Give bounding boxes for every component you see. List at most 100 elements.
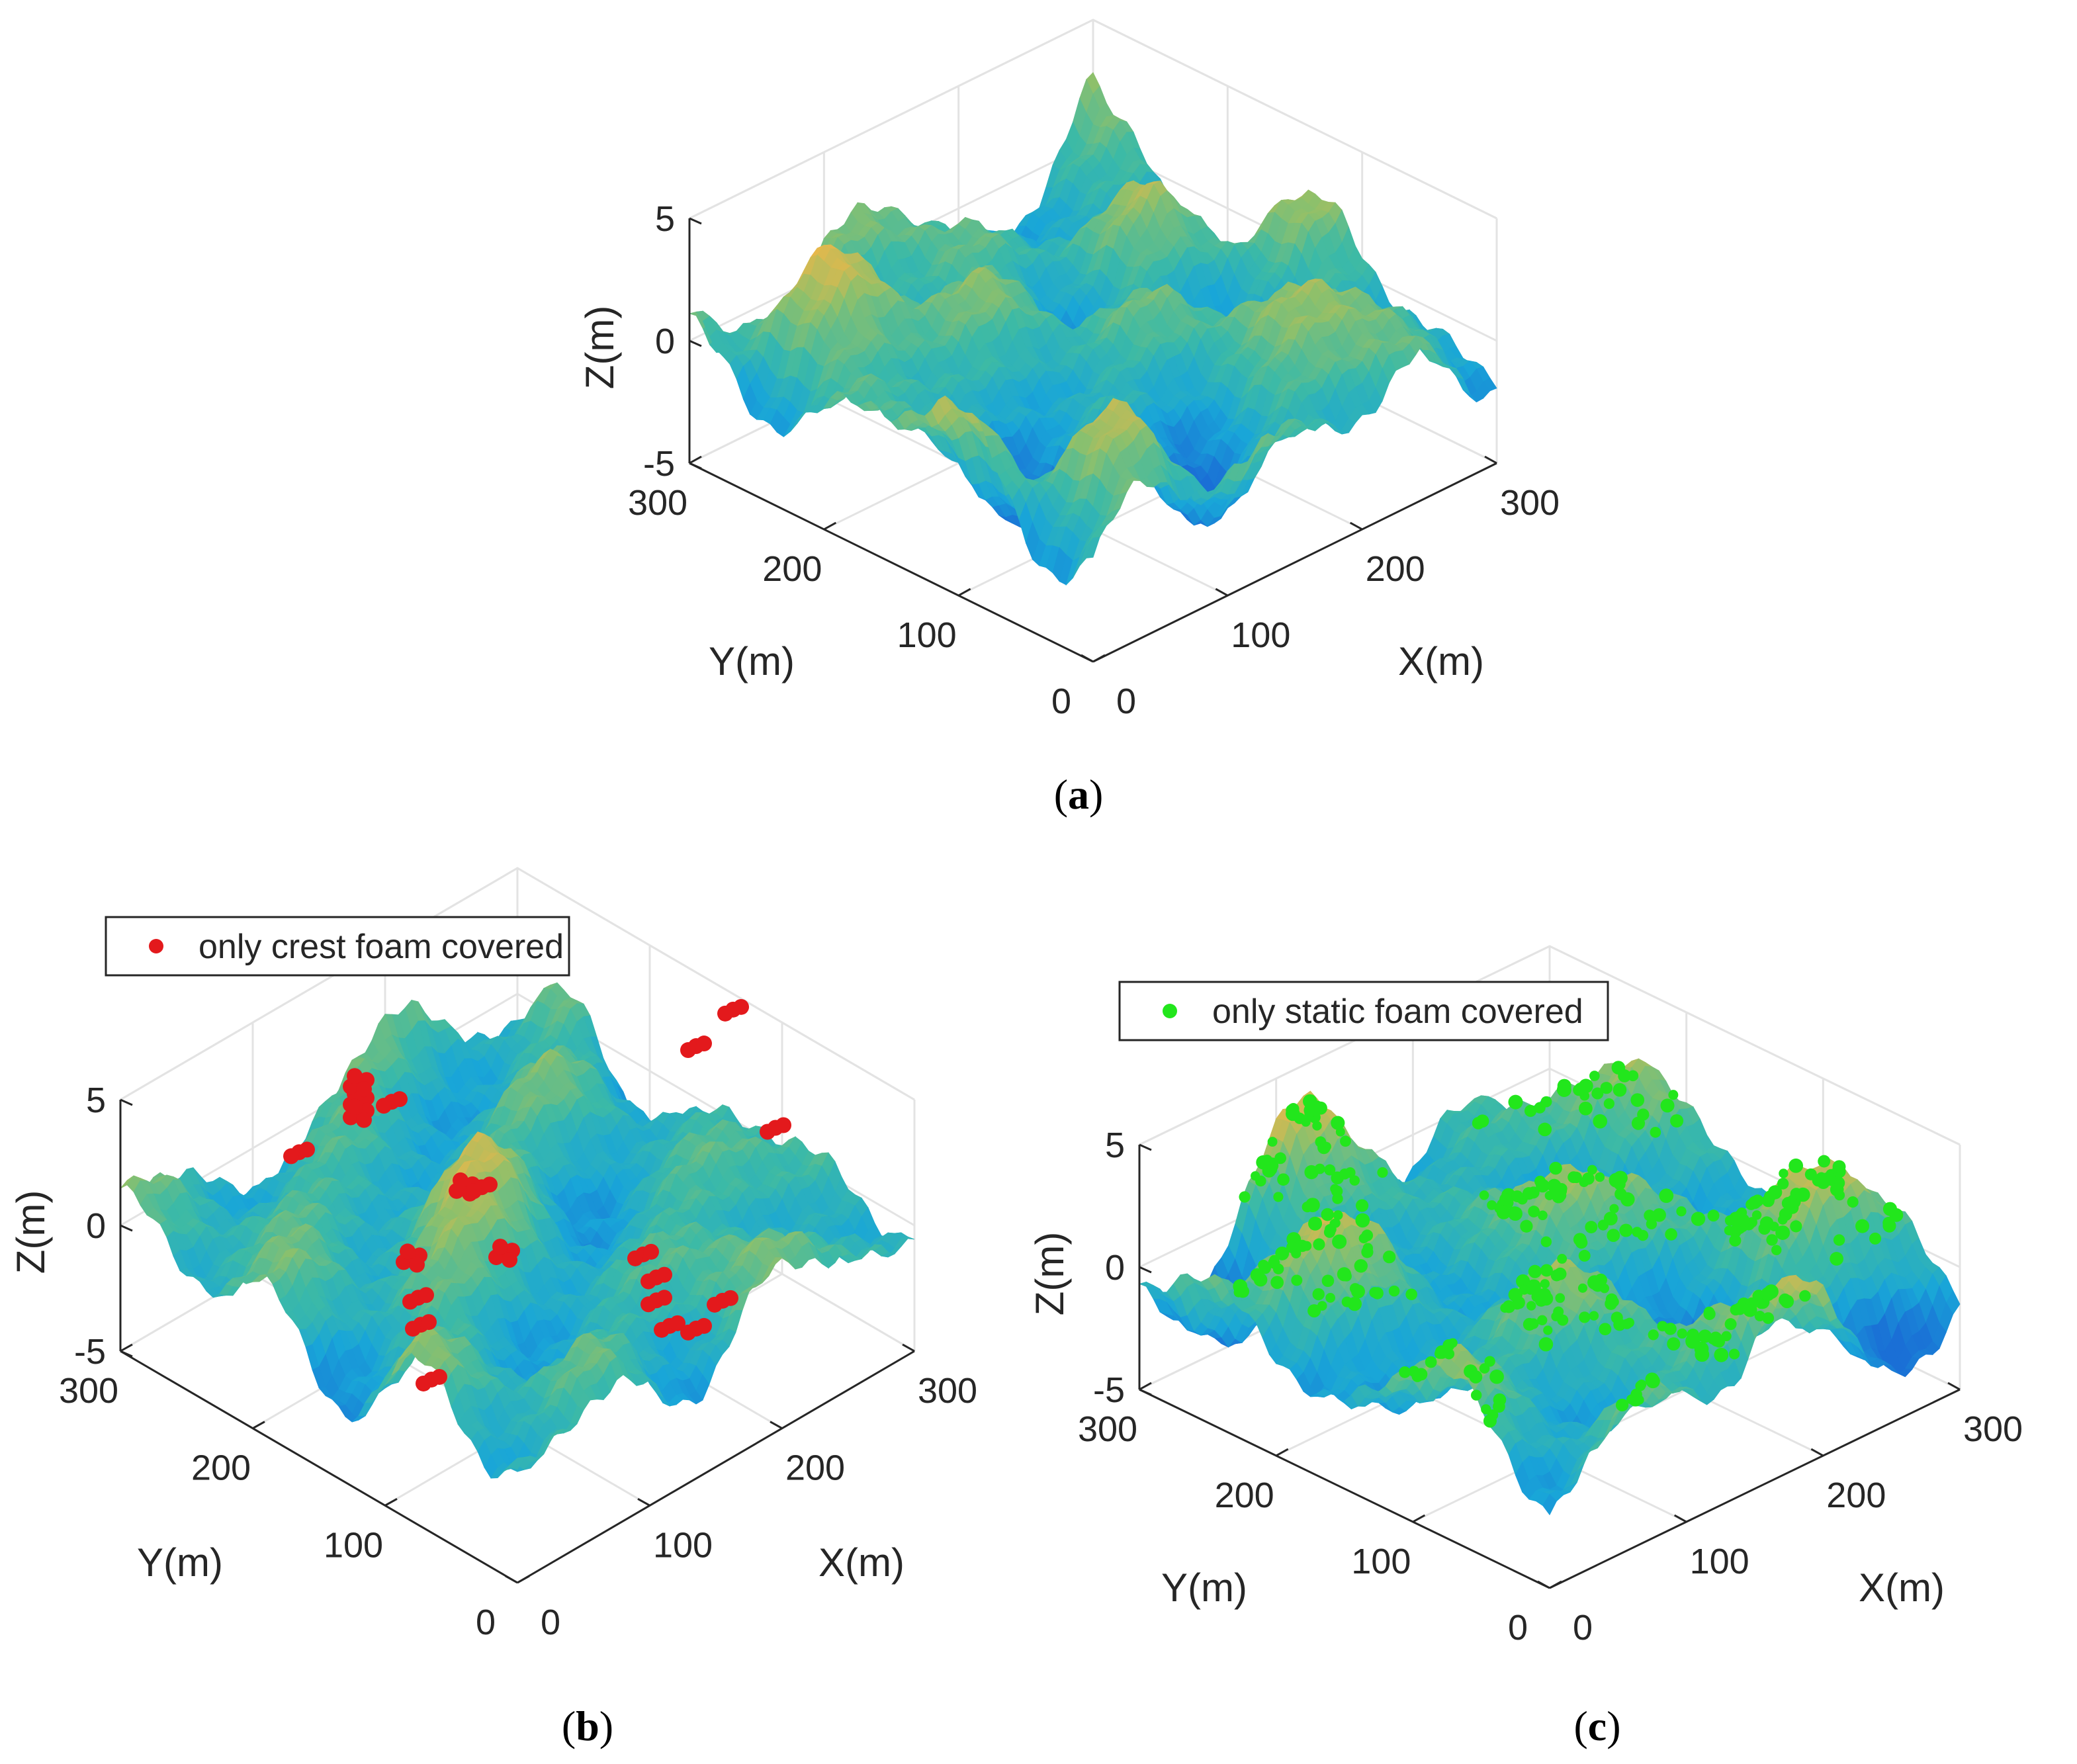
foam-marker <box>1540 1236 1552 1247</box>
foam-marker <box>1585 1221 1598 1233</box>
foam-marker <box>1578 1249 1591 1262</box>
foam-marker <box>1448 1338 1458 1348</box>
surface <box>120 982 915 1479</box>
y-tick-label: 300 <box>628 483 687 523</box>
crest-foam-marker <box>641 1273 656 1290</box>
foam-marker <box>1331 1218 1341 1228</box>
foam-marker <box>1304 1103 1318 1118</box>
z-tick-label: 5 <box>655 199 675 239</box>
foam-marker <box>1362 1243 1373 1253</box>
foam-marker <box>1471 1389 1482 1401</box>
foam-marker <box>1277 1173 1290 1186</box>
foam-marker <box>1324 1164 1336 1176</box>
foam-marker <box>1599 1323 1612 1336</box>
foam-marker <box>1652 1208 1666 1222</box>
foam-marker <box>1691 1212 1706 1226</box>
foam-marker <box>1869 1232 1882 1245</box>
crest-foam-marker <box>643 1243 659 1260</box>
crest-foam-marker <box>418 1287 434 1303</box>
foam-marker <box>1262 1155 1273 1166</box>
foam-marker <box>1855 1219 1870 1233</box>
foam-marker <box>1312 1121 1322 1131</box>
foam-marker <box>1520 1219 1533 1233</box>
foam-marker <box>1589 1071 1600 1081</box>
foam-marker <box>1540 1264 1553 1277</box>
z-tick-label: 0 <box>655 322 675 361</box>
box-edge <box>120 867 518 1101</box>
foam-marker <box>1415 1368 1428 1381</box>
foam-marker <box>1553 1306 1564 1317</box>
crest-foam-marker <box>733 998 749 1015</box>
z-tick-label: -5 <box>643 444 675 484</box>
x-axis-label: X(m) <box>818 1540 905 1585</box>
foam-marker <box>1399 1366 1411 1378</box>
foam-marker <box>1333 1210 1343 1220</box>
box-edge <box>1549 945 1961 1146</box>
panel-b: 01002003000100200300-505X(m)Y(m)Z(m)only… <box>9 867 977 1642</box>
x-tick-label: 200 <box>785 1448 845 1488</box>
x-tick-label: 100 <box>1690 1542 1749 1581</box>
y-tick-label: 300 <box>1078 1409 1137 1449</box>
foam-marker <box>1538 1210 1548 1221</box>
foam-marker <box>1573 1233 1587 1247</box>
foam-marker <box>1435 1345 1449 1359</box>
foam-marker <box>1377 1167 1388 1178</box>
foam-marker <box>1484 1356 1495 1367</box>
foam-marker <box>1301 1117 1311 1127</box>
foam-marker <box>1579 1311 1591 1323</box>
z-tick <box>1139 1143 1152 1151</box>
foam-marker <box>1340 1135 1351 1147</box>
foam-marker <box>1339 1169 1350 1180</box>
foam-marker <box>1543 1325 1553 1335</box>
foam-marker <box>1273 1192 1284 1202</box>
z-tick <box>1139 1266 1152 1274</box>
z-tick <box>120 1350 133 1358</box>
crest-foam-marker <box>402 1294 418 1310</box>
crest-foam-marker <box>356 1081 372 1098</box>
foam-marker <box>1305 1198 1320 1213</box>
foam-marker <box>1349 1283 1361 1294</box>
x-tick <box>770 1421 783 1429</box>
foam-marker <box>1349 1175 1360 1186</box>
x-tick-label: 300 <box>918 1371 977 1411</box>
foam-marker <box>1775 1225 1790 1241</box>
foam-marker <box>1522 1187 1536 1200</box>
foam-marker <box>1425 1356 1437 1368</box>
foam-marker <box>1593 1114 1608 1129</box>
foam-marker <box>1799 1290 1811 1302</box>
crest-foam-marker <box>670 1315 685 1331</box>
foam-marker <box>1489 1369 1504 1384</box>
foam-marker <box>1499 1193 1512 1206</box>
crest-foam-marker <box>680 1042 696 1059</box>
foam-marker <box>1788 1198 1798 1208</box>
y-tick <box>823 521 837 531</box>
z-tick <box>689 462 702 470</box>
crest-foam-marker <box>656 1266 672 1283</box>
y-tick-label: 100 <box>1351 1542 1411 1581</box>
foam-marker <box>1347 1297 1362 1311</box>
crest-foam-marker <box>283 1148 299 1165</box>
foam-marker <box>1516 1274 1530 1289</box>
foam-marker <box>1579 1177 1589 1188</box>
foam-marker <box>1511 1190 1523 1202</box>
crest-foam-marker <box>356 1112 372 1128</box>
crest-foam-marker <box>431 1368 447 1385</box>
y-axis-label: Y(m) <box>1161 1566 1247 1610</box>
foam-marker <box>1538 1122 1552 1137</box>
z-axis-label: Z(m) <box>9 1190 53 1274</box>
foam-marker <box>1685 1333 1701 1348</box>
foam-marker <box>1607 1229 1620 1242</box>
foam-marker <box>1321 1208 1335 1221</box>
foam-marker <box>1251 1171 1260 1181</box>
z-tick-label: 5 <box>86 1080 106 1120</box>
y-tick-label: 100 <box>897 615 957 655</box>
x-tick-label: 300 <box>1500 483 1560 523</box>
x-tick <box>1484 455 1497 464</box>
foam-marker <box>1383 1251 1396 1264</box>
crest-foam-marker <box>502 1252 517 1268</box>
foam-marker <box>1729 1234 1742 1247</box>
crest-foam-marker <box>347 1098 363 1115</box>
x-tick-label: 0 <box>1116 682 1136 721</box>
